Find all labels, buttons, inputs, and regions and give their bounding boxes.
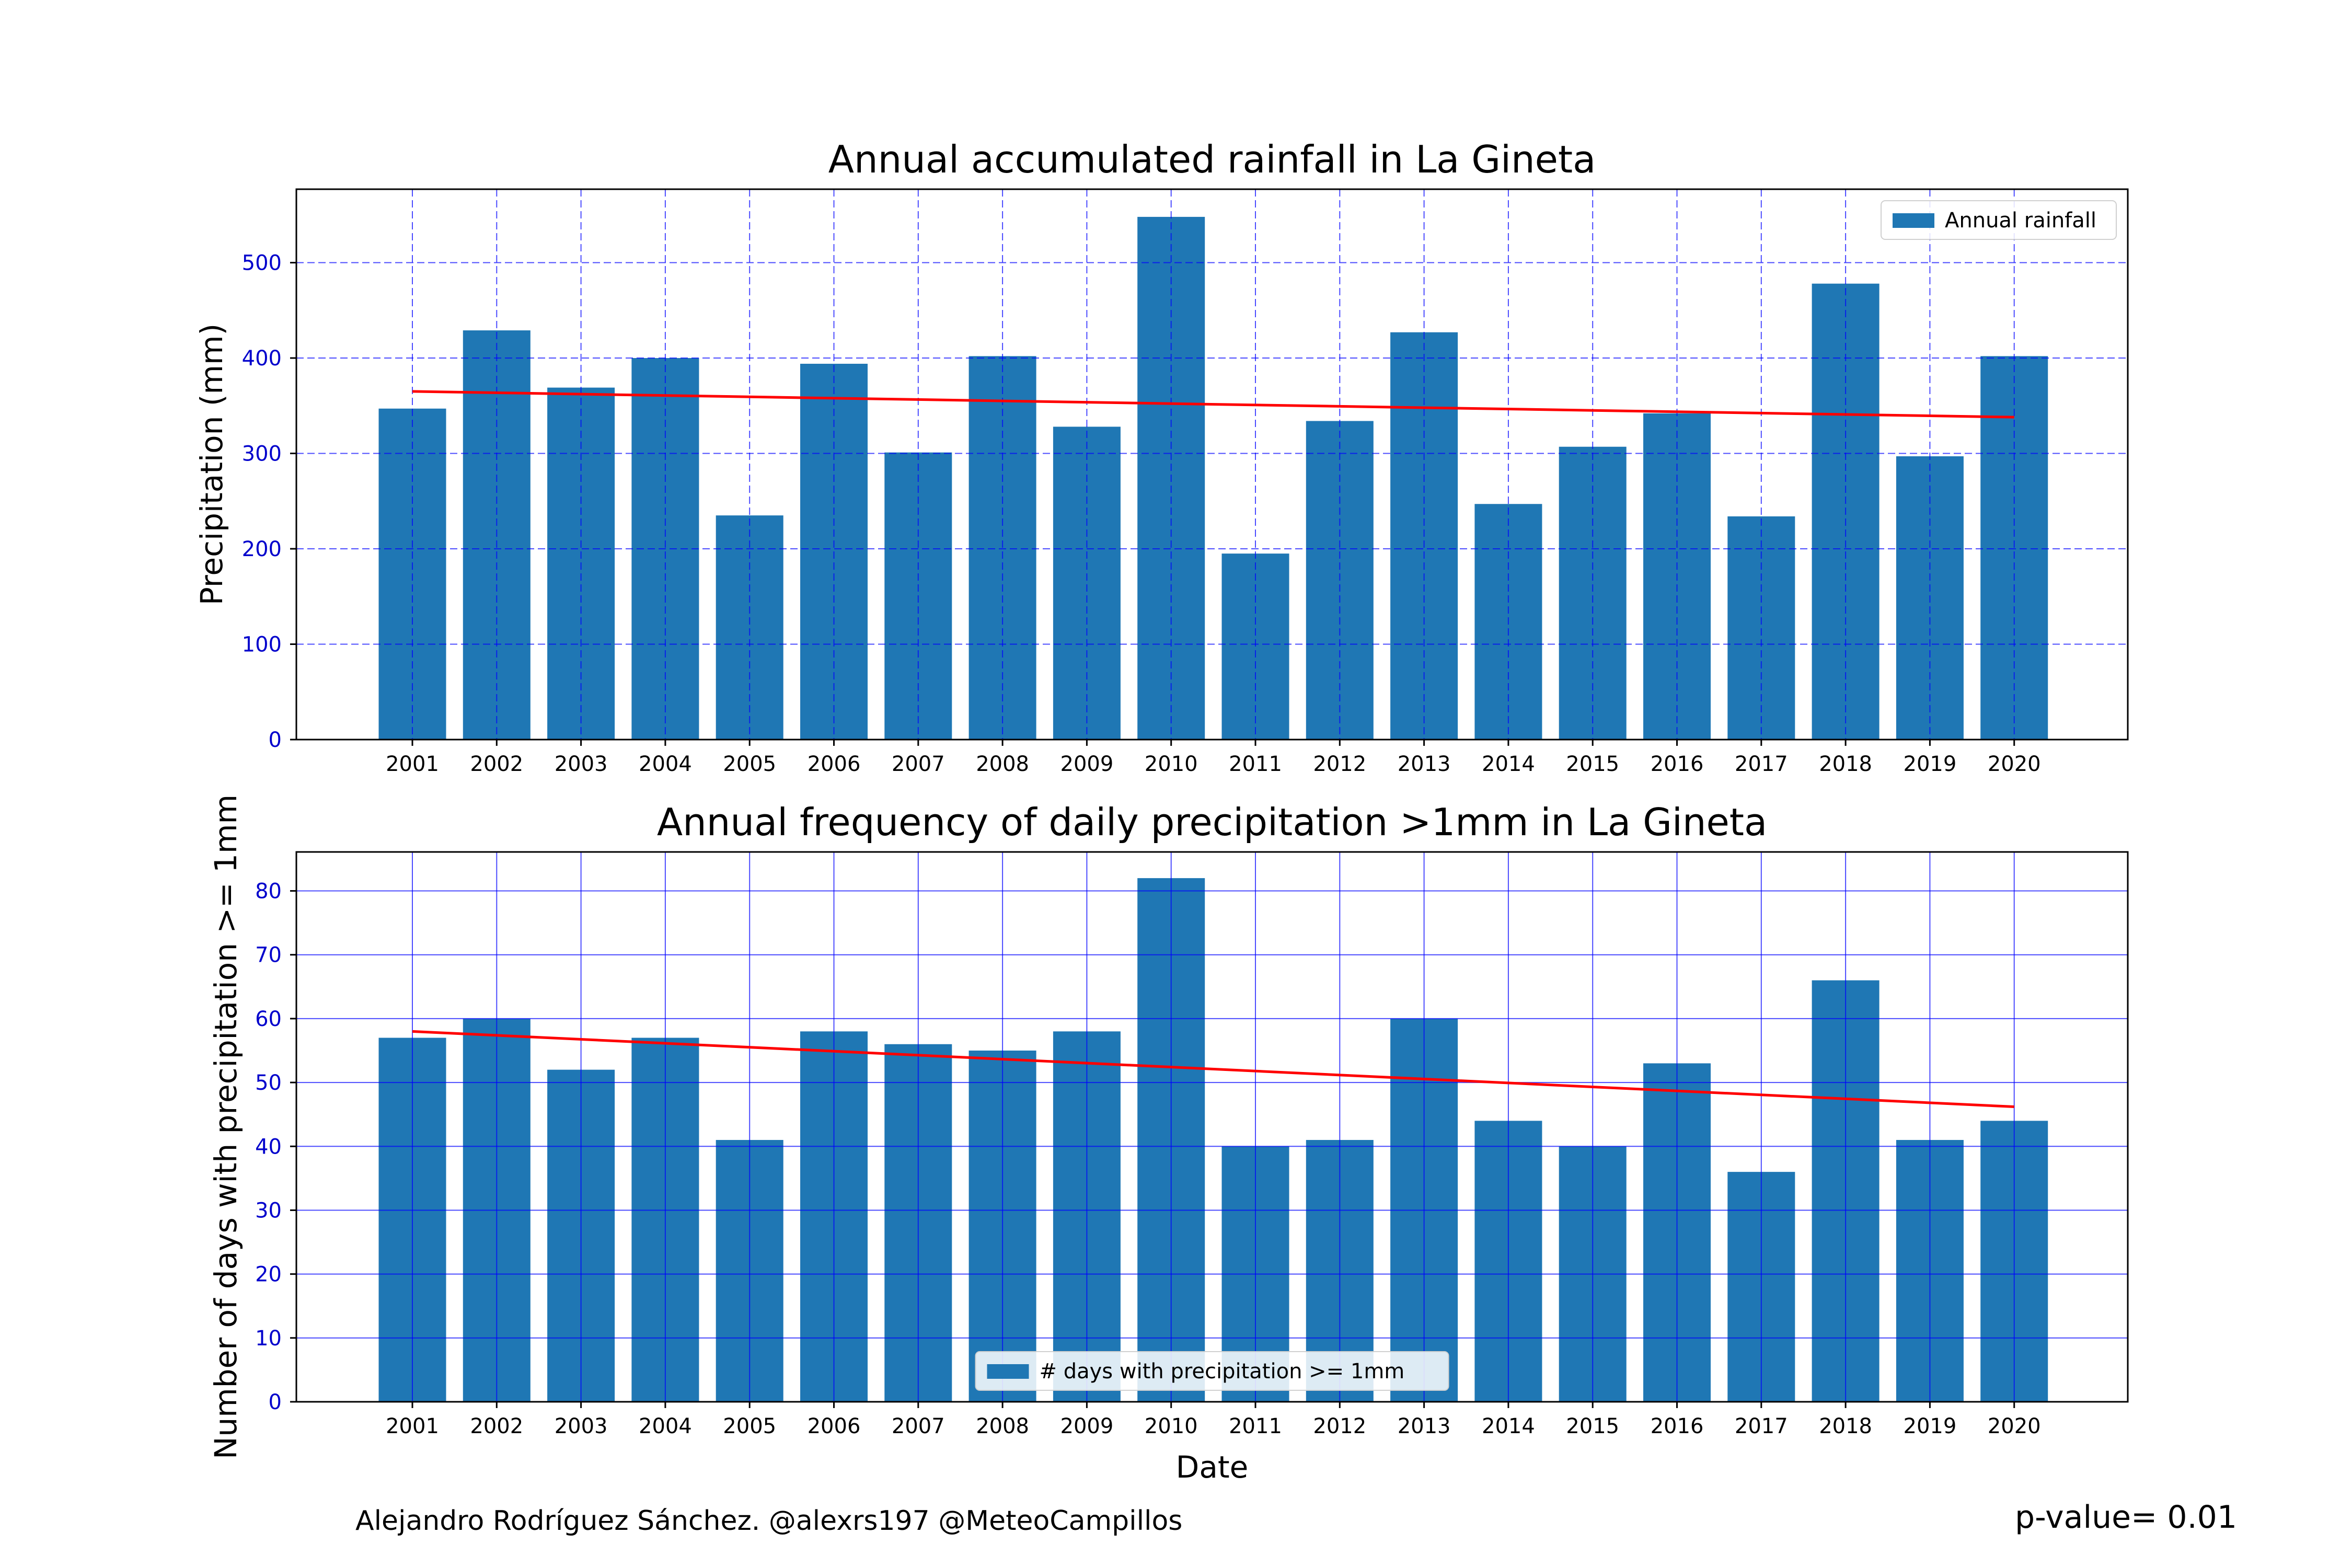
chart1-xtick-label-2014: 2014 — [1482, 752, 1535, 776]
chart2-legend-swatch — [987, 1364, 1029, 1379]
chart1-xtick-label-2012: 2012 — [1313, 752, 1366, 776]
chart1-xtick-label-2005: 2005 — [723, 752, 776, 776]
chart1-xtick-label-2004: 2004 — [639, 752, 692, 776]
chart2-ytick-label-60: 60 — [255, 1007, 282, 1031]
chart1-xtick-label-2018: 2018 — [1819, 752, 1872, 776]
chart2-xtick-label-2010: 2010 — [1145, 1414, 1198, 1438]
chart2-legend-label: # days with precipitation >= 1mm — [1040, 1359, 1405, 1383]
chart2-xtick-label-2011: 2011 — [1229, 1414, 1282, 1438]
chart1-xtick-label-2011: 2011 — [1229, 752, 1282, 776]
chart1-xtick-label-2008: 2008 — [976, 752, 1029, 776]
chart1-ytick-label-200: 200 — [242, 537, 282, 561]
chart2-xtick-label-2002: 2002 — [470, 1414, 523, 1438]
chart1-xtick-label-2010: 2010 — [1145, 752, 1198, 776]
chart2-ytick-label-80: 80 — [255, 880, 282, 904]
chart2-ytick-label-30: 30 — [255, 1198, 282, 1223]
chart2-xtick-label-2017: 2017 — [1735, 1414, 1788, 1438]
chart1-title: Annual accumulated rainfall in La Gineta — [828, 137, 1596, 181]
chart1-ytick-label-100: 100 — [242, 633, 282, 657]
chart1-xtick-label-2001: 2001 — [386, 752, 439, 776]
chart2-xtick-label-2012: 2012 — [1313, 1414, 1366, 1438]
chart2-ytick-label-70: 70 — [255, 943, 282, 967]
chart2-xtick-label-2019: 2019 — [1904, 1414, 1957, 1438]
chart2-xlabel: Date — [1176, 1449, 1249, 1485]
chart2-legend-box — [975, 1351, 1449, 1391]
chart1-xtick-label-2017: 2017 — [1735, 752, 1788, 776]
chart1-xtick-label-2020: 2020 — [1988, 752, 2041, 776]
chart1-ytick-label-300: 300 — [242, 442, 282, 466]
chart1-xtick-label-2013: 2013 — [1398, 752, 1451, 776]
chart1-trend-line — [412, 390, 2014, 419]
chart2-xtick-label-2016: 2016 — [1651, 1414, 1704, 1438]
chart1-xtick-label-2019: 2019 — [1904, 752, 1957, 776]
chart2-xtick-label-2020: 2020 — [1988, 1414, 2041, 1438]
chart1-ylabel: Precipitation (mm) — [194, 324, 229, 605]
chart2-xtick-label-2008: 2008 — [976, 1414, 1029, 1438]
chart1-xtick-label-2003: 2003 — [555, 752, 608, 776]
chart2-xtick-label-2005: 2005 — [723, 1414, 776, 1438]
author-credit: Alejandro Rodríguez Sánchez. @alexrs197 … — [355, 1505, 1183, 1537]
chart1-xtick-label-2002: 2002 — [470, 752, 523, 776]
chart1-xtick-label-2009: 2009 — [1060, 752, 1114, 776]
chart1-xtick-label-2007: 2007 — [892, 752, 945, 776]
chart1-bar-2009 — [1053, 426, 1121, 740]
chart2-trend-line — [412, 1030, 2014, 1109]
chart2-xtick-label-2003: 2003 — [555, 1414, 608, 1438]
chart2-ytick-label-40: 40 — [255, 1135, 282, 1159]
chart2-xtick-label-2006: 2006 — [808, 1414, 861, 1438]
chart2-xtick-label-2004: 2004 — [639, 1414, 692, 1438]
chart2-xtick-label-2018: 2018 — [1819, 1414, 1872, 1438]
chart1-legend-label: Annual rainfall — [1945, 209, 2096, 233]
chart2-ylabel: Number of days with precipitation >= 1mm — [208, 794, 244, 1459]
chart1-xtick-label-2006: 2006 — [808, 752, 861, 776]
chart1-bar-2015 — [1559, 446, 1627, 740]
chart2-ytick-label-20: 20 — [255, 1263, 282, 1287]
chart2-title: Annual frequency of daily precipitation … — [657, 800, 1767, 844]
chart2-xtick-label-2007: 2007 — [892, 1414, 945, 1438]
chart2-xtick-label-2014: 2014 — [1482, 1414, 1535, 1438]
chart1-ytick-label-400: 400 — [242, 347, 282, 371]
chart2-xtick-label-2015: 2015 — [1566, 1414, 1619, 1438]
chart1-xtick-label-2016: 2016 — [1651, 752, 1704, 776]
chart2-ytick-label-0: 0 — [269, 1390, 282, 1414]
chart1-legend-swatch — [1893, 213, 1934, 228]
p-value-label: p-value= 0.01 — [2015, 1499, 2237, 1536]
chart1-legend-box — [1881, 200, 2117, 240]
chart2-xtick-label-2013: 2013 — [1398, 1414, 1451, 1438]
chart2-xtick-label-2009: 2009 — [1060, 1414, 1114, 1438]
chart1-ytick-label-0: 0 — [269, 728, 282, 752]
chart2-ytick-label-50: 50 — [255, 1071, 282, 1095]
chart1-ytick-label-500: 500 — [242, 251, 282, 275]
chart2-xtick-label-2001: 2001 — [386, 1414, 439, 1438]
chart1-xtick-label-2015: 2015 — [1566, 752, 1619, 776]
chart1-axes-frame — [295, 188, 2129, 741]
chart2-ytick-label-10: 10 — [255, 1327, 282, 1351]
chart2-axes-frame — [295, 851, 2129, 1403]
